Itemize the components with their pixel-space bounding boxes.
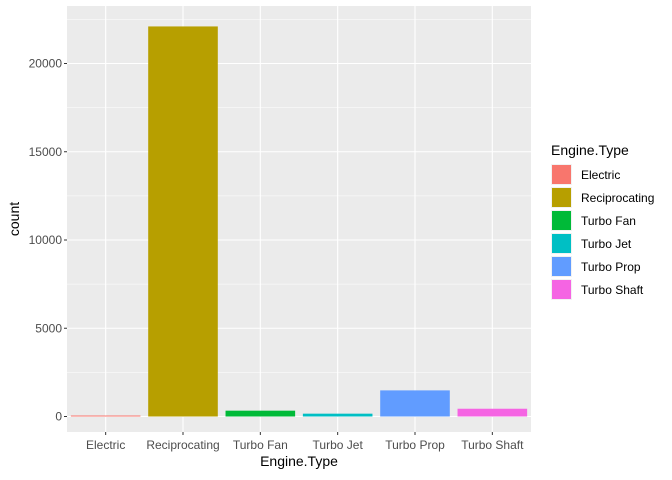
legend-swatch — [552, 188, 571, 207]
legend-swatch — [552, 280, 571, 299]
y-tick-label: 15000 — [29, 145, 63, 159]
legend-label: Turbo Prop — [581, 260, 641, 274]
x-tick-label: Reciprocating — [146, 438, 219, 452]
x-tick-label: Turbo Fan — [233, 438, 288, 452]
legend-swatch — [552, 234, 571, 253]
bars — [70, 26, 528, 417]
x-axis: Electric Reciprocating Turbo Fan Turbo Jet T… — [86, 432, 524, 452]
legend-label: Turbo Fan — [581, 214, 636, 228]
legend-swatch — [552, 211, 571, 230]
x-axis-title: Engine.Type — [260, 453, 338, 469]
y-axis-title: count — [6, 202, 22, 236]
x-tick-label: Turbo Jet — [313, 438, 364, 452]
panel-background — [67, 6, 531, 432]
bar-electric — [70, 415, 141, 417]
y-tick-label: 10000 — [29, 233, 63, 247]
y-axis: 0 5000 10000 15000 20000 — [29, 57, 67, 424]
y-tick-label: 20000 — [29, 57, 63, 71]
x-tick-label: Turbo Shaft — [461, 438, 524, 452]
legend-label: Reciprocating — [581, 191, 654, 205]
bar-reciprocating — [148, 26, 218, 417]
bar-turbo-fan — [225, 410, 296, 417]
bar-turbo-prop — [380, 390, 450, 417]
legend-label: Turbo Jet — [581, 237, 632, 251]
y-tick-label: 0 — [55, 410, 62, 424]
legend-label: Electric — [581, 168, 620, 182]
legend: Engine.Type Electric Reciprocating Turbo F… — [551, 142, 654, 300]
bar-turbo-shaft — [457, 408, 528, 417]
y-tick-label: 5000 — [35, 321, 62, 335]
x-tick-label: Turbo Prop — [385, 438, 445, 452]
legend-swatch — [552, 257, 571, 276]
legend-swatch — [552, 165, 571, 184]
x-tick-label: Electric — [86, 438, 125, 452]
legend-label: Turbo Shaft — [581, 283, 644, 297]
legend-title: Engine.Type — [551, 142, 629, 158]
bar-turbo-jet — [302, 413, 373, 417]
